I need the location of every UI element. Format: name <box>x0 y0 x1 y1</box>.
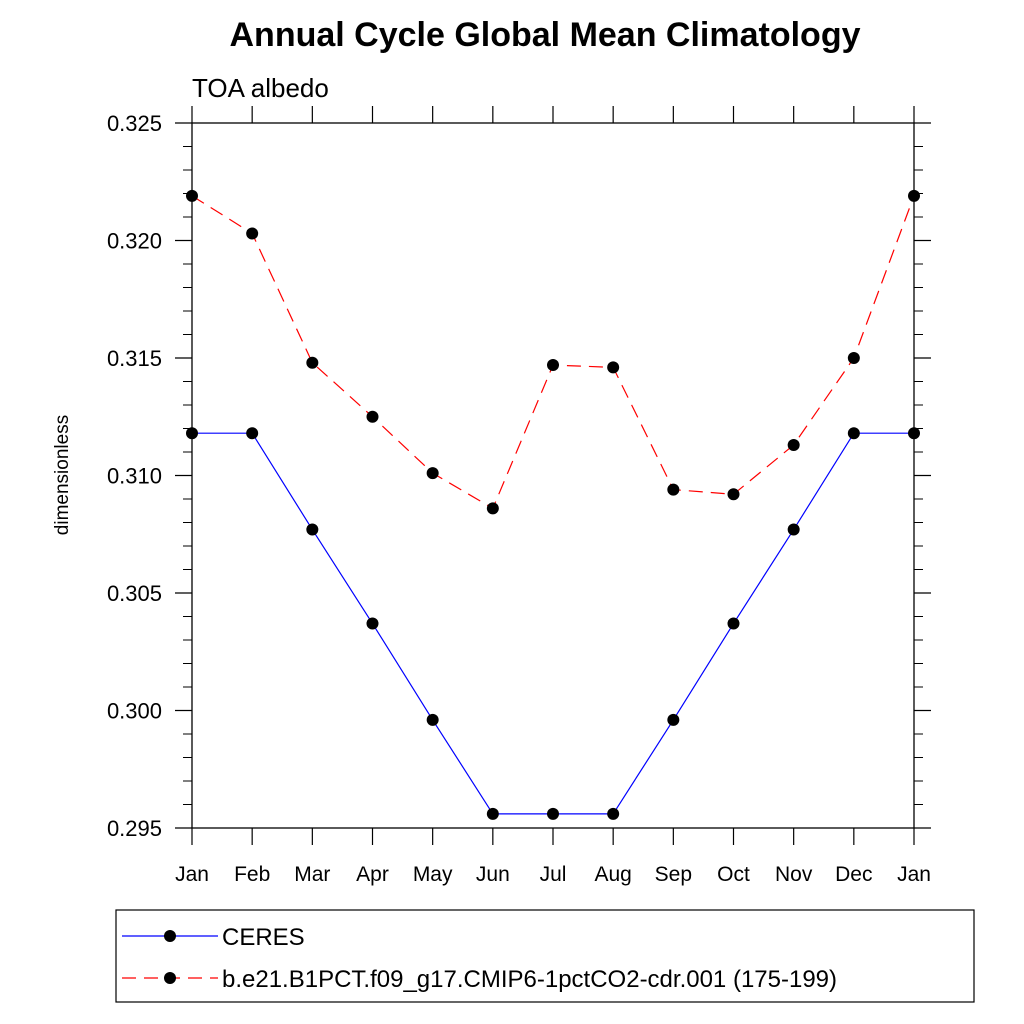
x-tick-label: Dec <box>835 863 872 886</box>
series-0-point <box>426 713 439 726</box>
y-tick-label: 0.325 <box>107 111 162 136</box>
series-0-point <box>607 807 620 820</box>
y-axis-label: dimensionless <box>52 415 73 535</box>
x-tick-label: Apr <box>356 863 389 886</box>
chart-subtitle: TOA albedo <box>192 73 329 103</box>
series-0-point <box>186 427 198 440</box>
y-tick-label: 0.300 <box>107 699 162 724</box>
series-0-point <box>547 807 559 820</box>
y-tick-label: 0.295 <box>107 816 162 841</box>
series-line-0 <box>192 432 914 815</box>
plot-frame <box>191 122 915 829</box>
y-tick-label: 0.320 <box>107 229 162 254</box>
series-1-point <box>787 438 800 451</box>
series-line-1 <box>191 195 915 510</box>
series-0-point <box>908 427 920 440</box>
x-tick-label: Jul <box>540 863 567 886</box>
series-0-point <box>486 807 499 820</box>
x-tick-label: Aug <box>594 863 631 886</box>
legend-label-0: CERES <box>222 924 305 951</box>
legend-marker-0 <box>164 930 176 942</box>
legend: CERES b.e21.B1PCT.f09_g17.CMIP6-1pctCO2-c… <box>122 924 837 993</box>
x-tick-label: Jun <box>476 863 510 886</box>
y-tick-label: 0.310 <box>107 464 162 489</box>
x-tick-label: Feb <box>234 863 270 886</box>
x-tick-label: Mar <box>294 863 330 886</box>
series-1-point <box>486 502 499 515</box>
series-0-point <box>847 427 860 440</box>
series-0-point <box>787 523 800 536</box>
chart-title: Annual Cycle Global Mean Climatology <box>230 16 861 54</box>
series-0-point <box>306 523 319 536</box>
series-1-point <box>186 189 198 202</box>
x-tick-label: Jan <box>175 863 209 886</box>
x-tick-label: Nov <box>775 863 813 886</box>
x-tick-label: Jan <box>897 863 931 886</box>
series-1-point <box>426 467 439 480</box>
x-tick-label: Oct <box>717 863 750 886</box>
axes: 0.295 0.300 0.305 0.310 0.315 0.320 0.325 Jan Fe… <box>107 106 931 886</box>
x-tick-label: May <box>413 863 453 886</box>
series-layer <box>186 189 920 820</box>
series-1-point <box>667 483 680 496</box>
legend-marker-1 <box>164 972 176 984</box>
series-1-point <box>366 410 379 423</box>
series-1-point <box>246 227 259 240</box>
x-tick-label: Sep <box>655 863 692 886</box>
series-0-point <box>366 617 379 630</box>
series-1-point <box>727 488 740 501</box>
series-1-point <box>908 189 920 202</box>
y-tick-label: 0.315 <box>107 346 162 371</box>
series-1-point <box>547 359 559 372</box>
series-1-point <box>306 356 319 369</box>
series-0-point <box>727 617 740 630</box>
series-1-point <box>847 352 860 364</box>
series-1-point <box>607 361 620 374</box>
legend-label-1: b.e21.B1PCT.f09_g17.CMIP6-1pctCO2-cdr.00… <box>222 966 837 993</box>
series-0-point <box>667 713 680 726</box>
y-tick-label: 0.305 <box>107 581 162 606</box>
series-0-point <box>246 427 259 440</box>
legend-box <box>115 909 975 1003</box>
